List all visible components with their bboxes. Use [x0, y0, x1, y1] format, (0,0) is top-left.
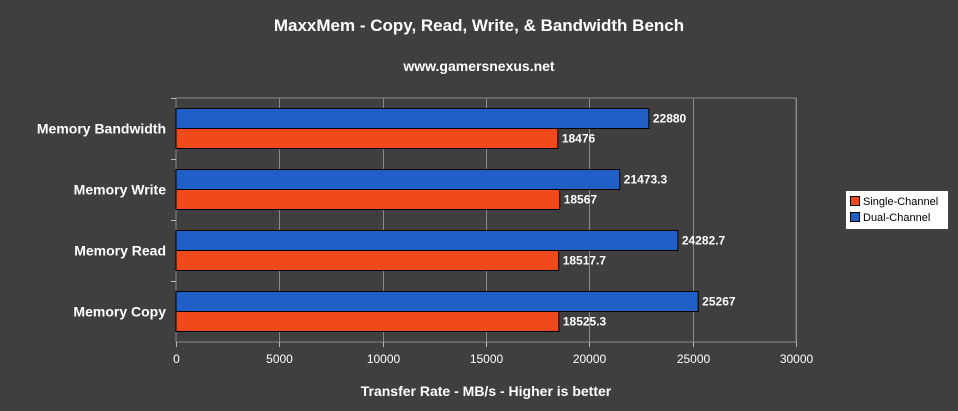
bar-single-channel — [175, 250, 560, 271]
bar-dual-channel — [175, 291, 699, 312]
y-category-label: Memory Copy — [73, 304, 166, 320]
bar-value-label: 22880 — [653, 112, 687, 126]
x-tick-label: 0 — [173, 352, 180, 366]
bar-value-label: 18525.3 — [563, 315, 607, 329]
bar-dual-channel — [175, 230, 679, 251]
bar-dual-channel — [175, 108, 650, 129]
x-tick-label: 20000 — [573, 352, 607, 366]
bar-dual-channel — [175, 169, 621, 190]
x-tick-label: 15000 — [470, 352, 504, 366]
bar-single-channel — [175, 311, 560, 332]
legend-item-dual-channel: Dual-Channel — [850, 211, 930, 225]
bar-single-channel — [175, 128, 559, 149]
x-axis-label: Transfer Rate - MB/s - Higher is better — [360, 383, 612, 399]
legend-label-single-channel: Single-Channel — [863, 196, 939, 208]
bar-value-label: 25267 — [702, 295, 736, 309]
chart-title: MaxxMem - Copy, Read, Write, & Bandwidth… — [273, 16, 685, 35]
legend-swatch-dual-channel — [850, 212, 860, 223]
bar-value-label: 18476 — [562, 132, 596, 146]
x-tick-label: 10000 — [367, 352, 401, 366]
bar-value-label: 18517.7 — [563, 254, 607, 268]
x-tick-label: 25000 — [677, 352, 711, 366]
x-tick-label: 30000 — [780, 352, 814, 366]
chart-subtitle: www.gamersnexus.net — [403, 58, 555, 74]
legend-swatch-single-channel — [850, 196, 860, 207]
legend: Single-Channel Dual-Channel — [845, 190, 949, 230]
x-tick-label: 5000 — [266, 352, 293, 366]
bar-value-label: 24282.7 — [682, 234, 726, 248]
y-category-label: Memory Bandwidth — [37, 121, 166, 137]
y-category-label: Memory Write — [74, 182, 167, 198]
legend-item-single-channel: Single-Channel — [850, 195, 938, 209]
bar-value-label: 18567 — [564, 193, 598, 207]
legend-label-dual-channel: Dual-Channel — [863, 212, 931, 224]
bar-single-channel — [175, 189, 561, 210]
y-category-label: Memory Read — [74, 243, 166, 259]
bar-value-label: 21473.3 — [624, 173, 668, 187]
